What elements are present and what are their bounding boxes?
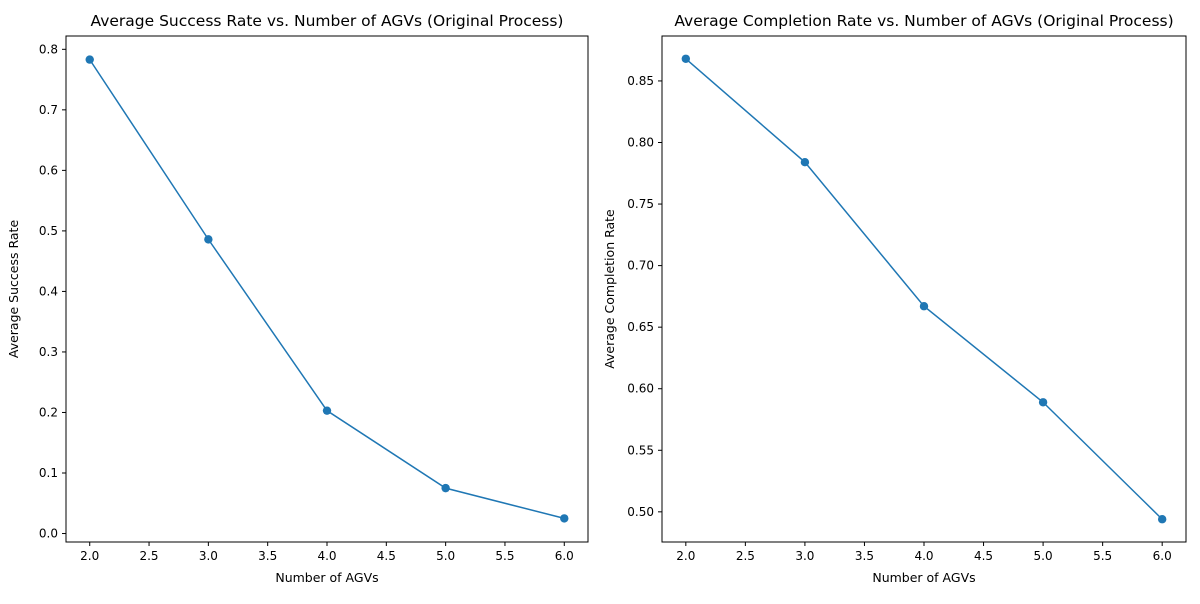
x-tick-label: 4.0 xyxy=(914,549,933,563)
y-axis-label: Average Completion Rate xyxy=(602,209,617,369)
data-point xyxy=(85,55,94,64)
completion-rate-chart: Average Completion Rate vs. Number of AG… xyxy=(602,12,1187,585)
series-line xyxy=(89,59,565,520)
y-tick-label: 0.85 xyxy=(627,74,654,88)
chart-title: Average Completion Rate vs. Number of AG… xyxy=(674,12,1173,30)
y-tick-label: 0.7 xyxy=(39,103,58,117)
y-tick-label: 0.70 xyxy=(627,259,654,273)
x-tick-label: 2.5 xyxy=(139,549,158,563)
data-point xyxy=(800,157,810,167)
x-tick-label: 3.5 xyxy=(258,549,277,563)
x-tick-label: 5.5 xyxy=(1093,549,1112,563)
x-tick-label: 2.0 xyxy=(676,549,695,563)
x-tick-label: 6.0 xyxy=(555,549,574,563)
y-tick-label: 0.65 xyxy=(627,320,654,334)
success-rate-chart: Average Success Rate vs. Number of AGVs … xyxy=(6,12,589,585)
y-axis-label: Average Success Rate xyxy=(6,220,21,359)
x-tick-label: 4.5 xyxy=(377,549,396,563)
chart-title: Average Success Rate vs. Number of AGVs … xyxy=(91,12,564,30)
y-tick-label: 0.60 xyxy=(627,382,654,396)
axes-frame xyxy=(65,35,589,543)
data-point xyxy=(1157,515,1167,524)
y-tick-label: 0.6 xyxy=(39,163,58,177)
x-tick-label: 3.0 xyxy=(199,549,218,563)
y-tick-label: 0.55 xyxy=(627,443,654,457)
data-point xyxy=(560,514,569,523)
y-tick-label: 0.50 xyxy=(627,505,654,519)
y-tick-label: 0.2 xyxy=(39,405,58,419)
data-point xyxy=(204,235,213,244)
x-tick-label: 4.5 xyxy=(974,549,993,563)
data-point xyxy=(681,54,691,63)
x-tick-label: 5.0 xyxy=(436,549,455,563)
y-tick-label: 0.1 xyxy=(39,466,58,480)
x-tick-label: 4.0 xyxy=(317,549,336,563)
data-point xyxy=(322,406,332,415)
data-point xyxy=(919,302,929,311)
x-tick-label: 3.0 xyxy=(795,549,814,563)
x-tick-label: 5.5 xyxy=(495,549,514,563)
x-tick-label: 2.5 xyxy=(736,549,755,563)
y-tick-label: 0.3 xyxy=(39,345,58,359)
y-tick-label: 0.0 xyxy=(39,527,58,541)
x-axis-label: Number of AGVs xyxy=(275,570,378,585)
data-point xyxy=(1038,398,1048,407)
data-point xyxy=(441,483,450,493)
x-tick-label: 3.5 xyxy=(855,549,874,563)
y-tick-label: 0.80 xyxy=(627,135,654,149)
x-tick-label: 5.0 xyxy=(1034,549,1053,563)
x-tick-label: 2.0 xyxy=(80,549,99,563)
y-tick-label: 0.75 xyxy=(627,197,654,211)
y-tick-label: 0.8 xyxy=(39,42,58,56)
series-line xyxy=(685,58,1163,520)
x-tick-label: 6.0 xyxy=(1153,549,1172,563)
y-tick-label: 0.4 xyxy=(39,284,58,298)
y-tick-label: 0.5 xyxy=(39,224,58,238)
x-axis-label: Number of AGVs xyxy=(872,570,975,585)
